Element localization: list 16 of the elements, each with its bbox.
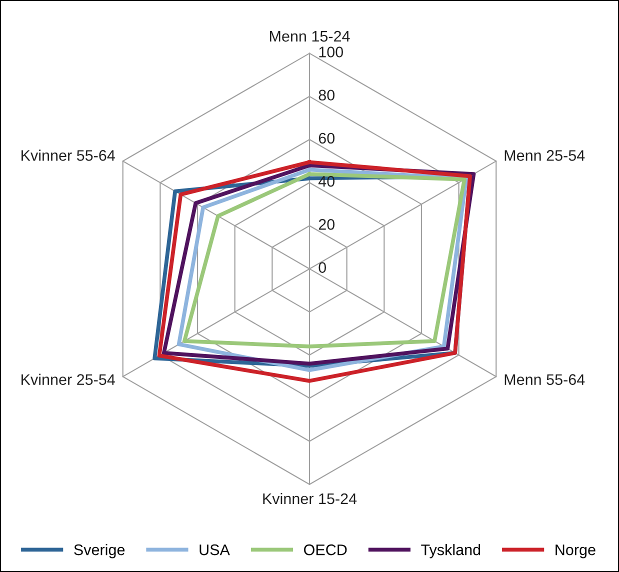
legend-label: USA: [200, 544, 230, 556]
spoke-label: Menn 25-54: [504, 150, 585, 161]
y-tick-label: 0: [318, 262, 326, 273]
legend-label: Sverige: [74, 544, 125, 558]
y-tick-label: 100: [319, 46, 344, 58]
spoke-label: Kvinner 25-54: [22, 374, 115, 386]
spoke-label: Kvinner 15-24: [263, 492, 357, 504]
spoke-label: Menn 55-64: [504, 374, 585, 386]
legend-label: OECD: [304, 544, 347, 556]
legend-label: Tyskland: [421, 544, 480, 558]
y-tick-label: 20: [318, 219, 335, 230]
y-tick-label: 80: [318, 90, 335, 101]
spoke-label: Menn 15-24: [270, 30, 350, 42]
spoke-label: Kvinner 55-64: [22, 150, 115, 161]
y-tick-label: 60: [318, 132, 335, 144]
legend-label: Norge: [556, 544, 596, 558]
